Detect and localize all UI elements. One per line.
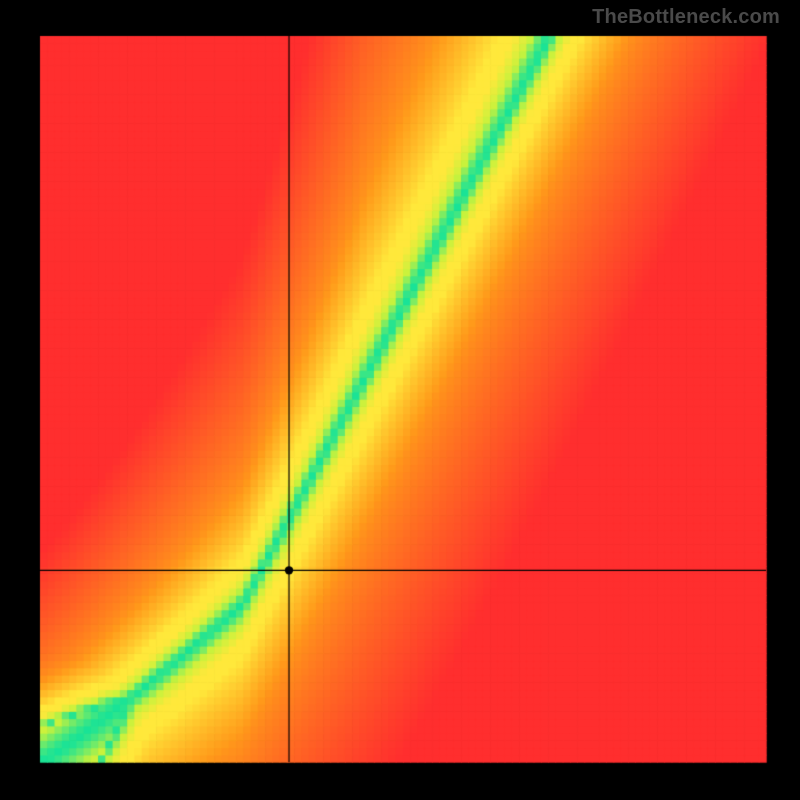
watermark-text: TheBottleneck.com bbox=[592, 6, 780, 29]
chart-container: TheBottleneck.com bbox=[0, 0, 800, 800]
bottleneck-heatmap bbox=[0, 0, 800, 800]
